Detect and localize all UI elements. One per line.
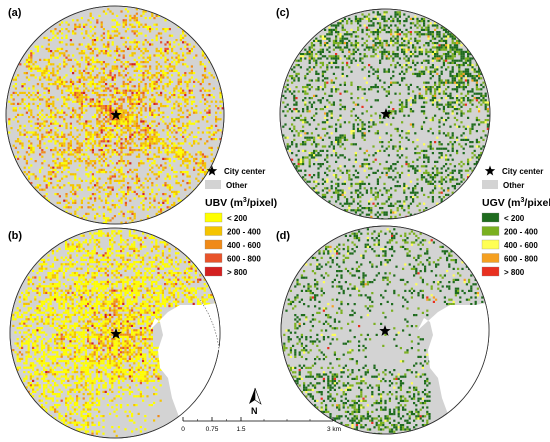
legend-ugv: City center Other UGV (m3/pixel) < 200 20… <box>481 165 550 277</box>
panel-a: (a) <box>5 5 225 225</box>
north-arrow-label: N <box>251 406 258 416</box>
legend-ubv-city-center-star <box>206 165 218 176</box>
star-icon <box>110 109 122 120</box>
legend-ubv-class-swatch-3 <box>204 253 223 263</box>
star-icon <box>380 108 392 119</box>
panel-label-c: (c) <box>276 7 290 19</box>
north-arrow-left-half <box>249 388 255 404</box>
legend-ubv-other-label: Other <box>226 181 247 190</box>
panel-label-b: (b) <box>8 230 22 242</box>
legend-ugv-other-swatch <box>482 180 498 189</box>
legend-ugv-class-label-4: > 800 <box>504 268 525 277</box>
legend-ubv-classes: < 200 200 - 400 400 - 600 600 - 800 > 800 <box>204 212 261 277</box>
map-d-outline <box>280 225 490 435</box>
legend-ubv-class-swatch-0 <box>204 212 223 223</box>
legend-ugv-class-label-1: 200 - 400 <box>504 228 538 237</box>
panel-d: (d) <box>276 225 490 435</box>
panel-label-d: (d) <box>276 230 290 242</box>
scale-tick-label-0: 0 <box>181 426 185 433</box>
legend-ugv-city-center-star <box>484 165 496 176</box>
panel-label-a: (a) <box>8 7 22 19</box>
city-center-star-c <box>380 108 392 119</box>
legend-ugv-class-swatch-3 <box>481 253 500 263</box>
scale-tick-label-1: 0.75 <box>206 426 219 433</box>
legend-ubv-class-label-4: > 800 <box>227 268 248 277</box>
legend-ugv-class-label-2: 400 - 600 <box>504 241 538 250</box>
star-icon <box>206 165 218 176</box>
legend-ubv-class-label-0: < 200 <box>227 214 248 223</box>
legend-ugv-classes: < 200 200 - 400 400 - 600 600 - 800 > 800 <box>481 212 538 277</box>
map-a-pixels <box>8 8 224 224</box>
legend-ubv-class-label-1: 200 - 400 <box>227 228 261 237</box>
map-a-outline <box>5 5 225 225</box>
star-icon <box>484 165 496 176</box>
map-b-outline <box>9 227 221 439</box>
map-b-outline-dashed <box>199 299 220 351</box>
legend-ubv-other-swatch <box>205 180 221 189</box>
star-icon <box>379 325 391 336</box>
city-center-star-d <box>379 325 391 336</box>
map-c-outline <box>279 8 491 220</box>
map-c-pixels <box>282 11 490 219</box>
legend-ubv-class-label-2: 400 - 600 <box>227 241 261 250</box>
legend-ugv-other-label: Other <box>503 181 524 190</box>
map-b-pixels <box>12 230 217 437</box>
scale-tick-label-2: 1.5 <box>236 426 245 433</box>
city-center-star-a <box>110 109 122 120</box>
panel-c: (c) <box>276 7 491 220</box>
legend-ubv-class-swatch-2 <box>204 239 223 250</box>
panel-b: (b) <box>8 227 221 439</box>
north-arrow: N <box>249 387 262 416</box>
legend-ugv-title: UGV (m3/pixel) <box>482 197 550 209</box>
legend-ugv-class-label-3: 600 - 800 <box>504 255 538 264</box>
legend-ubv-class-label-3: 600 - 800 <box>227 255 261 264</box>
legend-ubv-class-swatch-1 <box>204 226 223 236</box>
city-center-star-b <box>110 328 122 339</box>
legend-ugv-class-swatch-1 <box>481 226 500 236</box>
scale-bar: 0 0.75 1.5 3 km <box>181 417 341 433</box>
legend-ugv-city-center-label: City center <box>502 167 543 176</box>
scale-bar-ticks <box>182 417 334 421</box>
scale-tick-label-3: 3 km <box>327 426 341 433</box>
legend-ugv-class-label-0: < 200 <box>504 214 525 223</box>
legend-ugv-class-swatch-2 <box>481 239 500 250</box>
legend-ubv-city-center-label: City center <box>224 167 265 176</box>
legend-ubv-title: UBV (m3/pixel) <box>205 197 277 209</box>
north-arrow-right-half <box>254 387 262 405</box>
legend-ugv-class-swatch-0 <box>481 212 500 223</box>
legend-ubv-class-swatch-4 <box>204 266 223 277</box>
legend-ubv: City center Other UBV (m3/pixel) < 200 20… <box>204 165 277 277</box>
star-icon <box>110 328 122 339</box>
legend-ugv-class-swatch-4 <box>481 266 500 277</box>
